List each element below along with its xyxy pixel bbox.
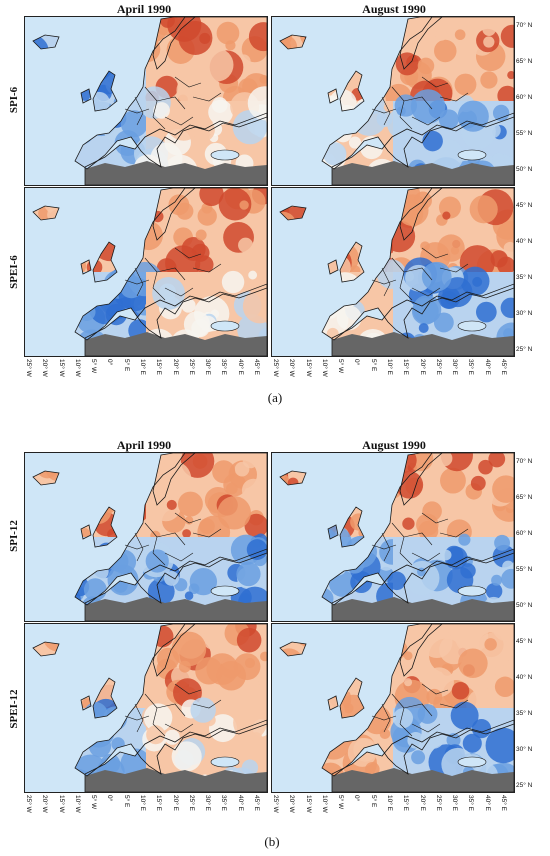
lon-tick-label: 15° E (402, 359, 410, 375)
figure-label-a: (a) (267, 390, 283, 405)
map-panel-a-spei6-august (271, 187, 515, 357)
lat-axis-b: 70° N 65° N 60° N 55° N 50° N 45° N 40° N 35° N… (516, 0, 546, 820)
lat-tick-label: 65° N (516, 58, 533, 65)
lat-tick-label: 25° N (516, 782, 533, 789)
row-label-spei6: SPEI-6 (8, 255, 20, 289)
lon-tick-label: 30° E (451, 359, 459, 375)
lat-tick-label: 50° N (516, 602, 533, 609)
lon-tick-label: 30° E (451, 795, 459, 811)
lon-tick-label: 40° E (483, 795, 491, 811)
lon-tick-label: 15° E (402, 795, 410, 811)
lon-tick-label: 10° W (320, 359, 328, 377)
lon-tick-label: 5° E (369, 359, 377, 372)
row-label-spi12: SPI-12 (8, 520, 20, 552)
figure-label-b: (b) (264, 834, 280, 849)
col-title-a-april: April 1990 (116, 2, 172, 16)
lon-tick-label: 5° W (337, 359, 345, 374)
lon-tick-label: 25° E (434, 359, 442, 375)
lat-tick-label: 25° N (516, 346, 533, 353)
lon-tick-label: 45° E (500, 359, 507, 375)
lon-tick-label: 35° E (467, 359, 475, 375)
map-panel-b-spei12-august (271, 623, 515, 793)
lon-tick-label: 35° E (467, 795, 475, 811)
lon-tick-label: 45° E (500, 795, 507, 811)
lat-tick-label: 30° N (516, 746, 533, 753)
map-panel-b-spei12-april (24, 623, 268, 793)
lon-tick-label: 0° (353, 795, 361, 802)
lon-tick-label: 20° W (288, 795, 296, 813)
lon-tick-label: 10° W (320, 795, 328, 813)
lon-axis-b-right: 25° W 20° W 15° W 10° W 5° W 0° 5° E 10° E 15° E… (0, 793, 530, 819)
lon-tick-label: 20° E (418, 795, 426, 811)
lon-tick-label: 25° E (434, 795, 442, 811)
lat-tick-label: 65° N (516, 494, 533, 501)
lon-tick-label: 20° E (418, 359, 426, 375)
map-panel-a-spi6-august (271, 16, 515, 186)
europe-map (272, 624, 514, 792)
lat-tick-label: 40° N (516, 674, 533, 681)
lat-tick-label: 45° N (516, 638, 533, 645)
map-panel-b-spi12-august (271, 452, 515, 622)
lon-tick-label: 15° W (304, 795, 312, 813)
lon-tick-label: 25° W (272, 359, 279, 377)
col-title-a-august: August 1990 (362, 2, 426, 16)
europe-map (25, 624, 267, 792)
lat-tick-label: 70° N (516, 458, 533, 465)
lon-tick-label: 5° W (337, 795, 345, 810)
lon-tick-label: 40° E (483, 359, 491, 375)
lon-tick-label: 0° (353, 359, 361, 366)
map-panel-a-spi6-april (24, 16, 268, 186)
lat-tick-label: 35° N (516, 710, 533, 717)
europe-map (25, 17, 267, 185)
europe-map (272, 17, 514, 185)
europe-map (272, 453, 514, 621)
lon-tick-label: 10° E (386, 359, 393, 375)
europe-map (272, 188, 514, 356)
row-label-spei12: SPEI-12 (8, 689, 20, 729)
lat-tick-label: 50° N (516, 166, 533, 173)
europe-map (25, 188, 267, 356)
lon-tick-label: 15° W (304, 359, 312, 377)
lat-axis-a: 70° N 65° N 60° N 55° N 50° N 45° N 40° N 35° N… (516, 0, 546, 380)
lon-tick-label: 5° E (369, 795, 377, 808)
map-panel-a-spei6-april (24, 187, 268, 357)
lon-tick-label: 20° W (288, 359, 296, 377)
lat-tick-label: 60° N (516, 530, 533, 537)
col-title-b-august: August 1990 (362, 438, 426, 452)
lat-tick-label: 55° N (516, 566, 533, 573)
lat-tick-label: 30° N (516, 310, 533, 317)
lon-tick-label: 10° E (386, 795, 393, 811)
lat-tick-label: 70° N (516, 22, 533, 29)
lon-axis-a-right: 25° W 20° W 15° W 10° W 5° W 0° 5° E 10° E 15° E… (0, 357, 530, 383)
lat-tick-label: 35° N (516, 274, 533, 281)
lat-tick-label: 45° N (516, 202, 533, 209)
lat-tick-label: 60° N (516, 94, 533, 101)
europe-map (25, 453, 267, 621)
lat-tick-label: 40° N (516, 238, 533, 245)
row-label-spi6: SPI-6 (8, 86, 20, 114)
map-panel-b-spi12-april (24, 452, 268, 622)
lat-tick-label: 55° N (516, 130, 533, 137)
col-title-b-april: April 1990 (116, 438, 172, 452)
lon-tick-label: 25° W (272, 795, 279, 813)
